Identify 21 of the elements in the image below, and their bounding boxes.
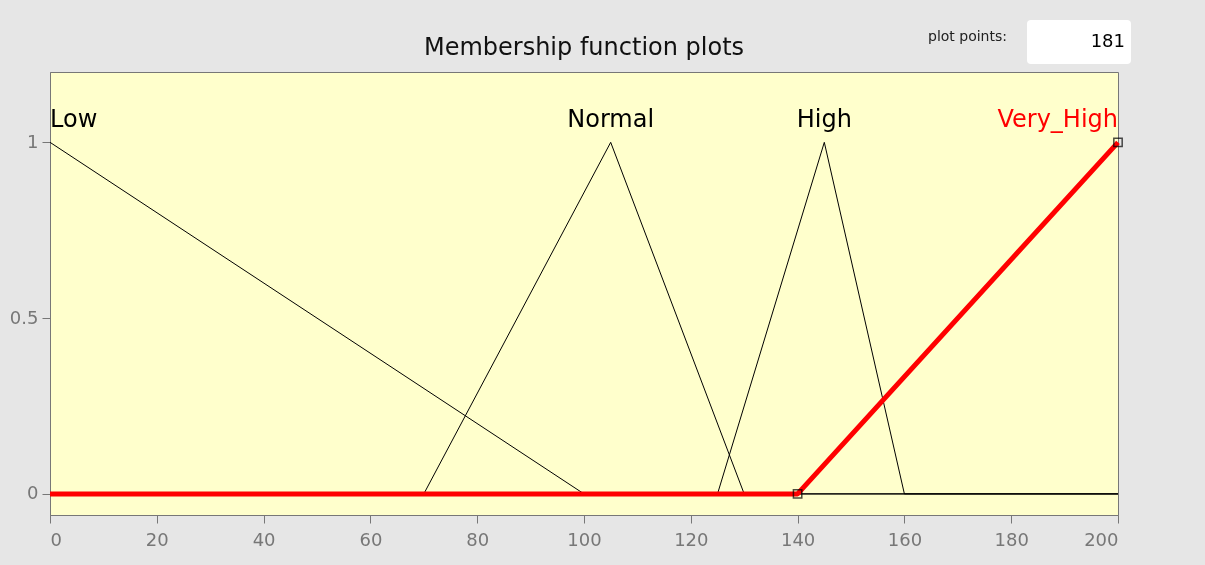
series-label: Very_High <box>997 105 1118 134</box>
chart-title: Membership function plots <box>423 33 745 61</box>
y-tick-label: 0.5 <box>9 306 39 328</box>
x-tick-label: 160 <box>887 528 923 550</box>
input-field: 181 <box>1027 20 1131 64</box>
x-tick-label: 80 <box>466 528 490 550</box>
series-label: Low <box>50 105 98 134</box>
x-tick-label: 100 <box>567 528 602 550</box>
x-tick-label: 0 <box>50 528 62 550</box>
y-tick-label: 1 <box>27 130 39 152</box>
x-tick-label: 20 <box>145 528 169 550</box>
x-tick-label: 180 <box>994 528 1029 550</box>
series-label: Normal <box>567 105 655 134</box>
x-tick-label: 200 <box>1084 528 1119 550</box>
text: plot points: <box>928 28 1007 44</box>
x-tick-label: 40 <box>252 528 276 550</box>
x-tick-label: 60 <box>359 528 383 550</box>
x-tick-label: 140 <box>780 528 816 550</box>
series-label: High <box>796 105 852 134</box>
y-tick-label: 0 <box>27 482 39 504</box>
x-tick-label: 120 <box>674 528 709 550</box>
